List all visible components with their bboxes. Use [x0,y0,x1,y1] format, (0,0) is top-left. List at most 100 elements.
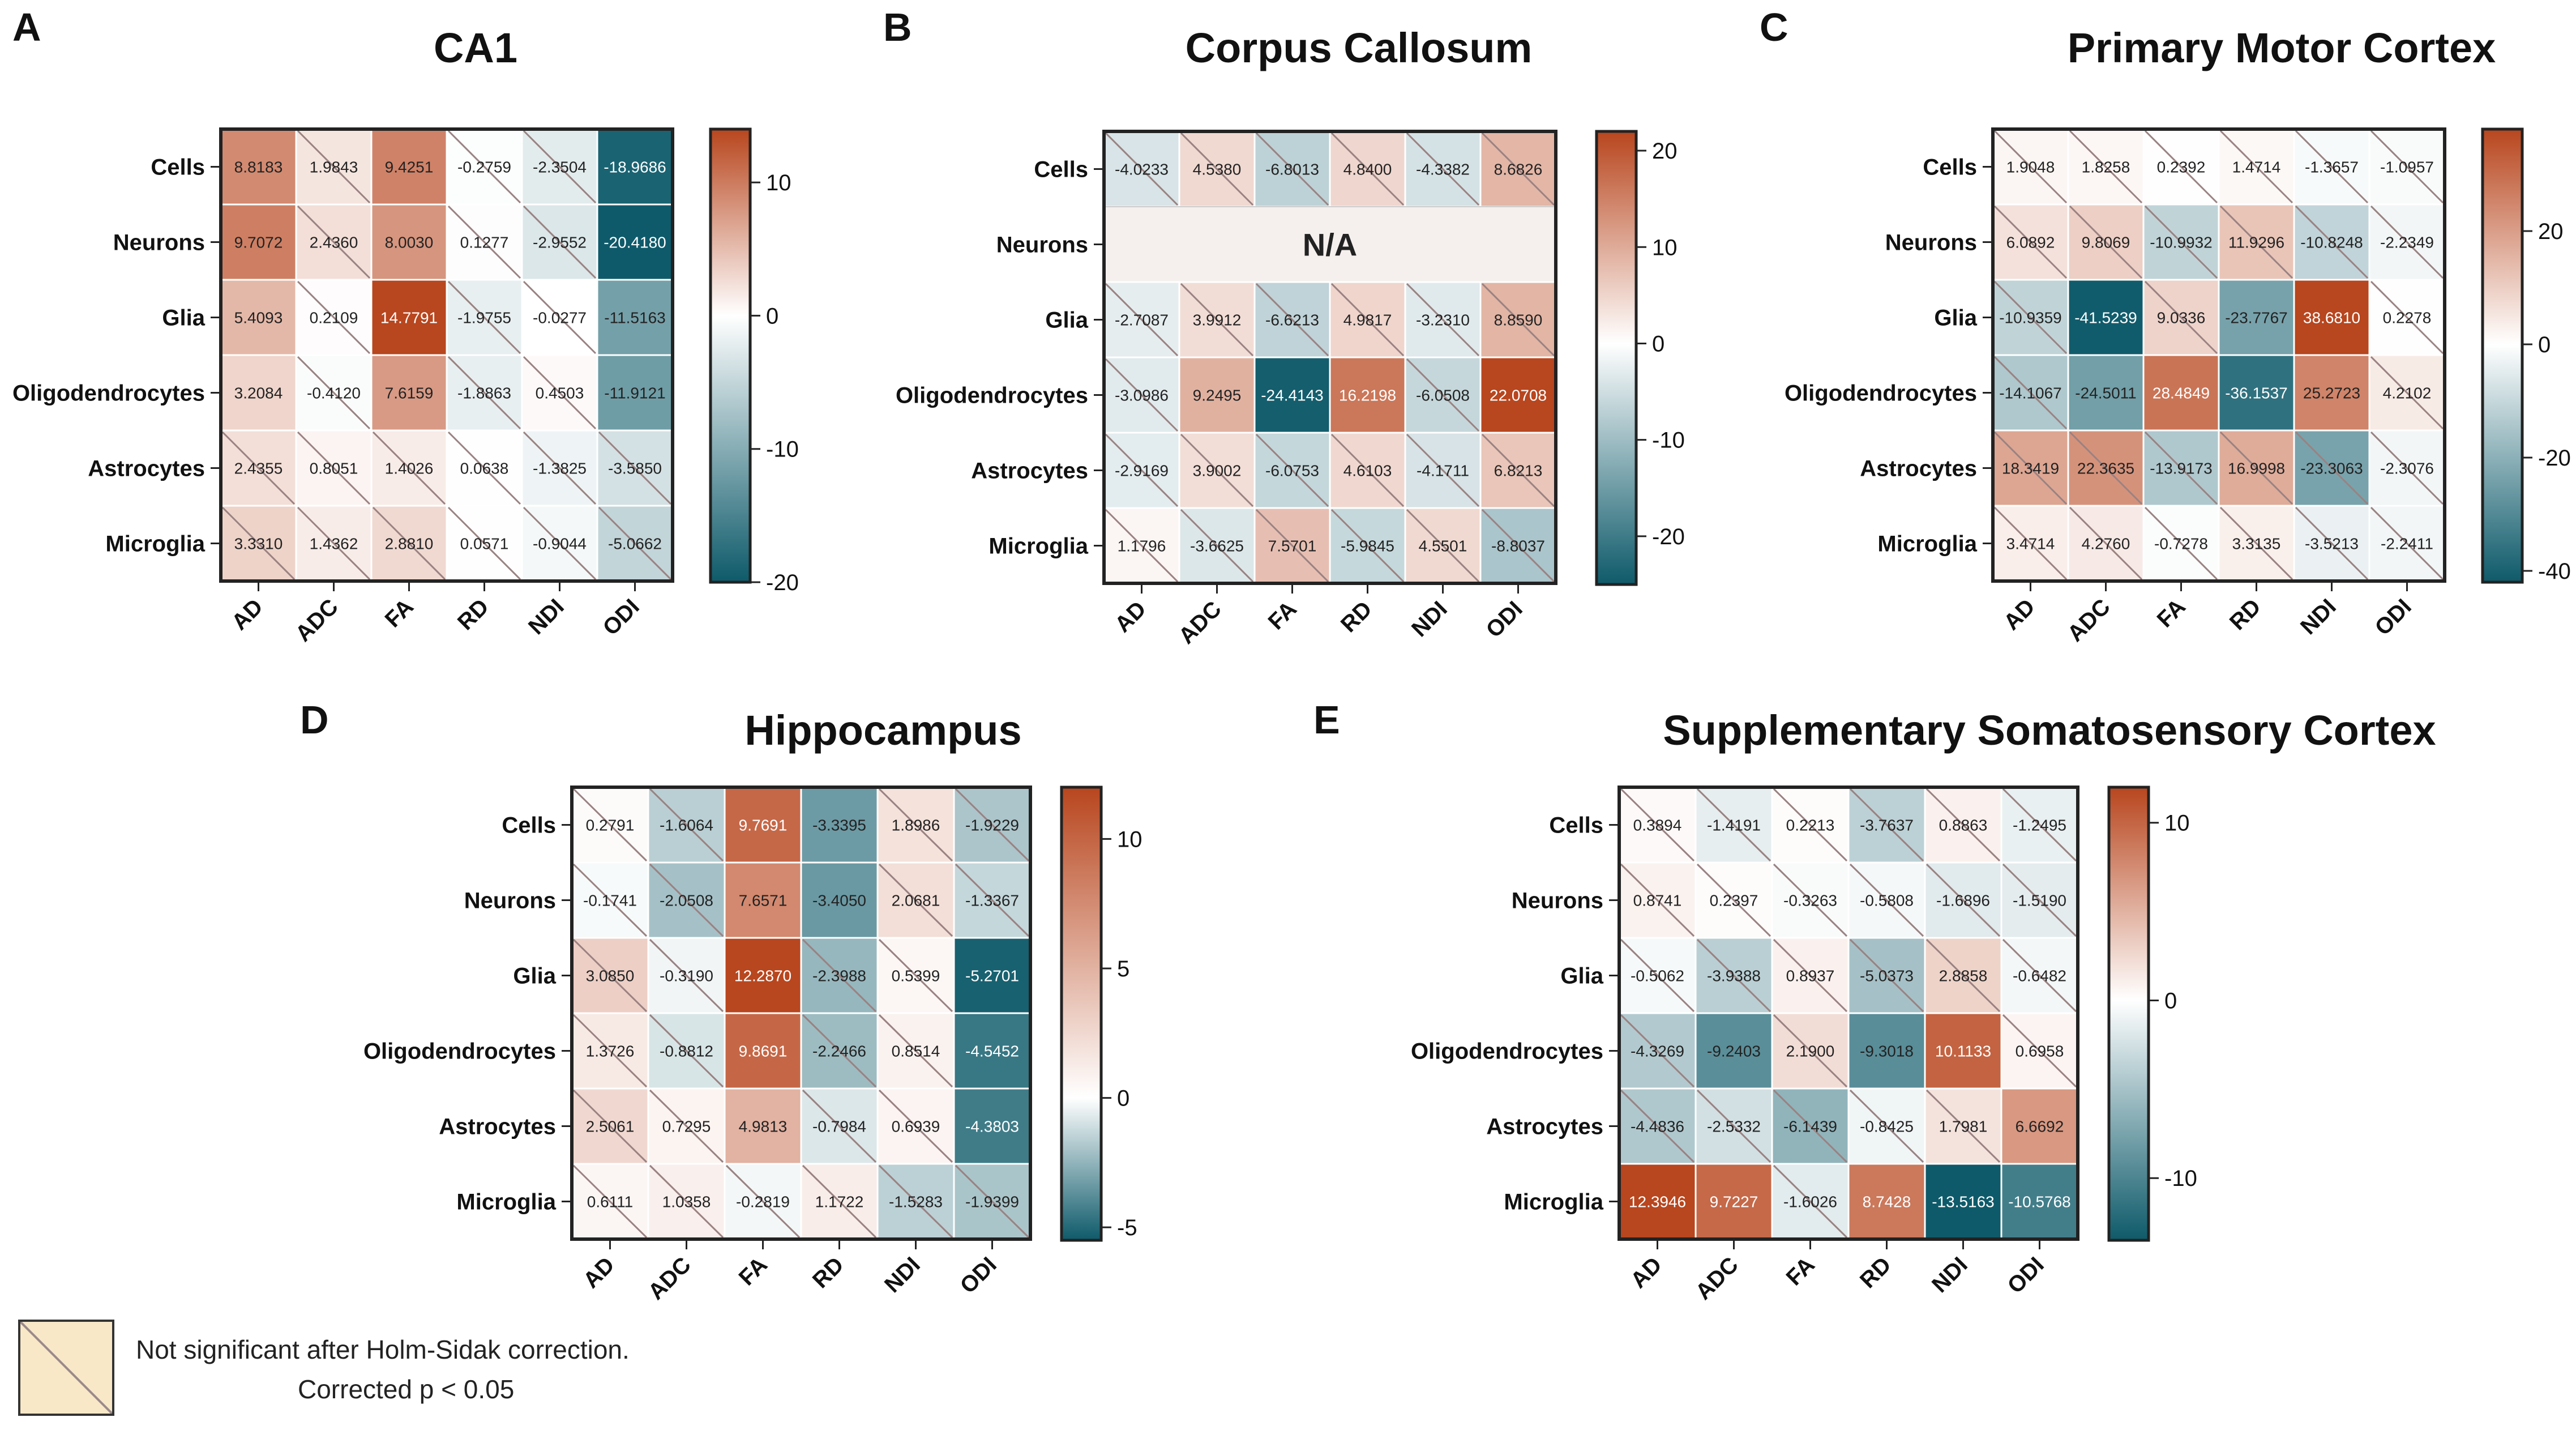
row-label: Astrocytes [1860,456,1977,481]
col-label: ADC [290,594,343,646]
col-label: RD [453,594,494,635]
ns-diagonal [447,130,521,204]
cell-value: 9.0336 [2157,309,2206,327]
cell-value: 0.8514 [892,1043,940,1060]
heatmap-cell [2218,354,2295,432]
ns-diagonal [2219,130,2293,204]
panel-letter: B [883,5,912,49]
cell-value: -0.2759 [457,159,511,176]
row-label: Glia [513,964,556,989]
colorbar-tick-label: 0 [1652,331,1664,356]
cell-value: 1.8258 [2082,159,2130,176]
cell-value: -23.7767 [2225,309,2288,327]
ns-diagonal [1481,509,1555,583]
cell-value: 4.5501 [1419,537,1467,555]
cell-value: 5.4093 [234,309,283,327]
ns-diagonal [1849,1089,1924,1163]
cell-value: -5.2701 [965,967,1019,985]
ns-diagonal [1105,283,1179,357]
cell-value: 8.8590 [1494,311,1543,329]
cell-value: -2.7087 [1115,311,1169,329]
legend-ns-swatch [18,1320,114,1416]
colorbar-tick-label: 20 [2538,219,2564,244]
ns-diagonal [1993,356,2068,430]
ns-diagonal [878,1014,953,1088]
cell-value: -3.9388 [1707,967,1761,985]
row-label: Microglia [456,1190,556,1215]
row-label: Glia [162,306,205,331]
ns-diagonal [1406,132,1480,206]
cell-value: 3.4714 [2006,535,2055,553]
ns-diagonal [1330,433,1405,507]
cell-value: -0.2819 [736,1193,790,1211]
ns-diagonal [1696,938,1771,1013]
cell-value: -13.9173 [2150,460,2213,477]
heatmap-cell [1479,356,1557,434]
row-label: Oligodendrocytes [12,381,205,406]
cell-value: -6.6213 [1265,311,1319,329]
ns-diagonal [598,431,672,505]
cell-value: 1.9048 [2006,159,2055,176]
ns-diagonal [2370,205,2444,279]
cell-value: -5.0662 [608,535,662,553]
ns-diagonal [1773,863,1848,937]
col-label: ODI [2002,1252,2048,1298]
cell-value: -10.9932 [2150,234,2213,251]
heatmap-panel-c: C Primary Motor Cortex 1.9048 1.8258 0.2392 1… [1760,5,2571,647]
na-label: N/A [1303,227,1357,263]
heatmap-frame [1618,786,2079,1241]
colorbar-tick-label: 10 [2164,811,2190,836]
colorbar-tick-label: -20 [2538,446,2571,471]
cell-value: -4.3269 [1631,1043,1684,1060]
ns-diagonal [372,506,446,580]
cell-value: -4.5452 [965,1043,1019,1060]
cell-value: 9.7227 [1710,1193,1758,1211]
ns-diagonal [2069,431,2143,505]
cell-value: -0.5062 [1631,967,1684,985]
colorbar-tick-label: 0 [766,304,778,328]
ns-diagonal [1105,433,1179,507]
panel-letter: D [300,698,329,742]
colorbar [1595,130,1638,586]
col-label: ADC [643,1252,695,1304]
ns-diagonal [1180,509,1254,583]
cell-value: -18.9686 [604,159,666,176]
cell-value: 9.8691 [739,1043,788,1060]
ns-diagonal [1993,205,2068,279]
ns-diagonal [447,205,521,279]
cell-value: -0.4120 [307,385,361,402]
ns-diagonal [1105,132,1179,206]
ns-diagonal [598,506,672,580]
cell-value: -6.0508 [1416,387,1470,404]
cell-value: 2.8858 [1939,967,1988,985]
colorbar-tick-label: -20 [1652,524,1685,549]
ns-diagonal [1620,788,1695,862]
heatmap-cell [1253,356,1331,434]
ns-diagonal [297,356,371,430]
cell-value: 4.6103 [1343,462,1392,480]
heatmap-cell [2293,279,2370,356]
cell-value: 0.4503 [536,385,584,402]
panel-title: CA1 [434,24,517,71]
row-label: Cells [502,813,556,838]
ns-diagonal [1773,788,1848,862]
cell-value: 22.3635 [2077,460,2134,477]
cell-value: -24.4143 [1261,387,1324,404]
cell-value: 12.2870 [734,967,791,985]
ns-diagonal [878,863,953,937]
cell-value: 10.1133 [1935,1043,1991,1060]
cell-value: -3.3395 [812,817,866,834]
cell-value: 3.2084 [234,385,283,402]
ns-diagonal [649,1014,724,1088]
row-label: Oligodendrocytes [363,1039,556,1064]
cell-value: 2.5061 [586,1118,635,1136]
ns-diagonal [447,506,521,580]
colorbar-tick-label: 10 [1652,235,1678,260]
cell-value: 0.8937 [1786,967,1835,985]
panel-title: Supplementary Somatosensory Cortex [1663,707,2436,754]
cell-value: -3.2310 [1416,311,1470,329]
cell-value: -20.4180 [604,234,666,251]
ns-diagonal [572,1014,648,1088]
cell-value: 12.3946 [1629,1193,1686,1211]
